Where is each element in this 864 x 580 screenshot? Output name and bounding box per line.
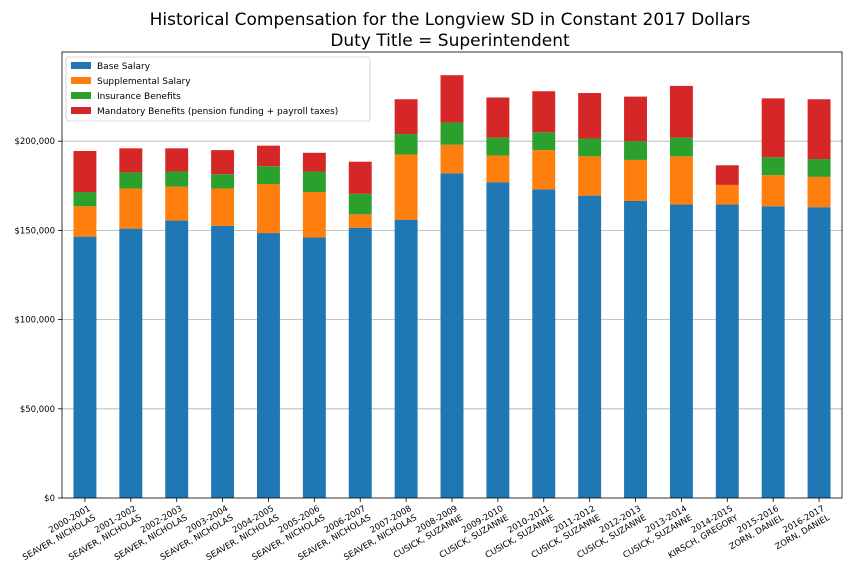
bar-segment [761, 175, 785, 207]
bar-segment [73, 206, 97, 237]
bar-segment [73, 236, 97, 499]
bar-segment [440, 75, 464, 123]
bar-segment [486, 97, 510, 138]
bar-segment [348, 227, 372, 498]
chart-subtitle: Duty Title = Superintendent [330, 31, 570, 51]
bar-segment [302, 192, 326, 238]
legend-label: Supplemental Salary [97, 77, 191, 87]
y-tick-label: $100,000 [14, 316, 55, 326]
legend-label: Base Salary [97, 62, 151, 72]
bar-segment [669, 204, 693, 499]
bar-segment [119, 148, 143, 173]
bar-segment [73, 192, 97, 207]
bar-segment [761, 98, 785, 158]
bars [73, 75, 831, 499]
bar-segment [532, 189, 556, 499]
bar-segment [211, 225, 235, 498]
bar-segment [486, 182, 510, 498]
bar-segment [394, 99, 418, 135]
bar-segment [394, 219, 418, 499]
bar-segment [165, 148, 189, 172]
bar-segment [486, 155, 510, 183]
bar-segment [73, 151, 97, 193]
bar-segment [486, 137, 510, 156]
bar-segment [119, 228, 143, 498]
bar-segment [624, 159, 647, 201]
bar-segment [669, 137, 693, 157]
bar-segment [578, 93, 602, 139]
legend-swatch [71, 77, 91, 84]
bar-segment [532, 132, 556, 151]
bar-segment [624, 96, 647, 142]
legend-label: Mandatory Benefits (pension funding + pa… [97, 107, 338, 117]
bar-segment [807, 207, 831, 498]
bar-segment [119, 172, 143, 189]
chart-title: Historical Compensation for the Longview… [150, 10, 751, 30]
bar-segment [578, 156, 602, 196]
bar-segment [257, 166, 280, 185]
bar-segment [532, 91, 556, 133]
bar-segment [807, 176, 831, 208]
legend-label: Insurance Benefits [97, 92, 181, 102]
legend: Base Salary Supplemental Salary Insurance … [65, 56, 371, 122]
legend-swatch [71, 62, 91, 69]
bar-segment [440, 144, 464, 174]
bar-segment [302, 237, 326, 498]
bar-segment [624, 200, 647, 499]
bar-segment [257, 233, 280, 499]
bar-segment [624, 141, 647, 160]
bar-segment [532, 150, 556, 190]
y-tick-label: $150,000 [14, 226, 55, 236]
bar-segment [715, 184, 739, 205]
bar-segment [394, 154, 418, 220]
bar-segment [394, 134, 418, 155]
legend-swatch [71, 107, 91, 114]
bar-segment [715, 204, 739, 499]
bar-segment [440, 122, 464, 145]
bar-segment [761, 206, 785, 499]
y-tick-label: $0 [44, 494, 55, 504]
bar-segment [715, 165, 739, 185]
plot-frame [61, 51, 843, 499]
bar-segment [165, 171, 189, 187]
bar-segment [807, 159, 831, 177]
legend-box [65, 56, 371, 122]
bar-segment [761, 157, 785, 176]
bar-segment [578, 195, 602, 498]
bar-segment [211, 174, 235, 189]
legend-swatch [71, 92, 91, 99]
bar-segment [440, 173, 464, 498]
bar-segment [165, 186, 189, 221]
y-tick-label: $200,000 [14, 137, 55, 147]
bar-segment [302, 152, 326, 172]
bar-segment [302, 171, 326, 193]
bar-segment [257, 145, 280, 167]
bar-segment [165, 220, 189, 498]
bar-segment [257, 184, 280, 234]
y-tick-label: $50,000 [20, 405, 55, 415]
bar-segment [119, 188, 143, 229]
bar-segment [669, 156, 693, 205]
bar-segment [348, 214, 372, 228]
bar-segment [669, 85, 693, 138]
bar-segment [578, 138, 602, 157]
bar-segment [348, 193, 372, 215]
bar-segment [211, 188, 235, 226]
bar-segment [807, 99, 831, 160]
bar-segment [348, 161, 372, 194]
bar-segment [211, 150, 235, 175]
